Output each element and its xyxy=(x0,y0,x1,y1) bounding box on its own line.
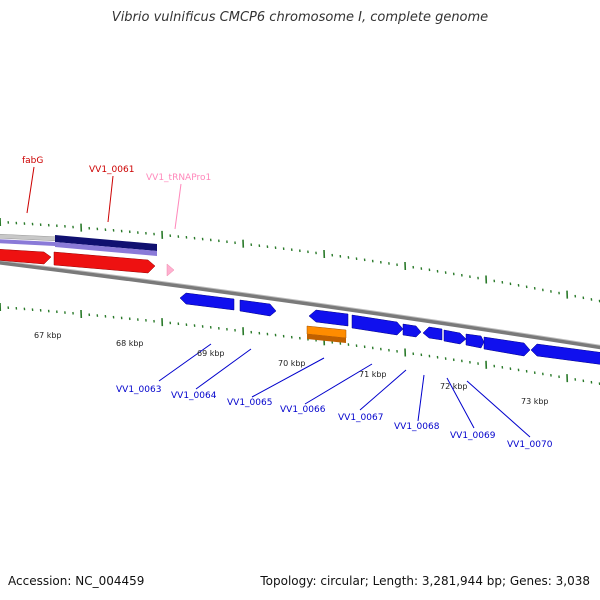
tick-row-upper xyxy=(0,217,600,303)
gene-label-VV1_0065[interactable]: VV1_0065 xyxy=(227,398,272,408)
kbp-label: 72 kbp xyxy=(440,382,468,391)
gene-label-fabG[interactable]: fabG xyxy=(22,156,43,166)
leader-VV1_0070 xyxy=(466,380,531,438)
track-navy xyxy=(55,235,157,251)
kbp-label: 69 kbp xyxy=(197,349,225,358)
tick-row-lower xyxy=(0,302,600,385)
gene-VV1_0067[interactable] xyxy=(402,323,422,338)
leader-VV1_0069 xyxy=(446,377,475,429)
kbp-label: 67 kbp xyxy=(34,331,62,340)
topology-label: Topology: circular; Length: 3,281,944 bp… xyxy=(260,574,590,588)
gene-VV1_0069a[interactable] xyxy=(443,329,467,345)
gene-VV1_0061[interactable] xyxy=(53,251,156,274)
gene-VV1_0066[interactable] xyxy=(351,314,404,336)
kbp-label: 70 kbp xyxy=(278,359,306,368)
gene-label-VV1_0069[interactable]: VV1_0069 xyxy=(450,431,496,441)
genome-backbone xyxy=(0,260,600,350)
kbp-label: 71 kbp xyxy=(359,370,387,379)
gene-fabG[interactable] xyxy=(0,249,52,265)
gene-VV1_0070a[interactable] xyxy=(483,336,531,357)
leader-VV1_0067 xyxy=(359,369,407,411)
gene-label-VV1_0064[interactable]: VV1_0064 xyxy=(171,391,217,401)
gene-label-VV1_tRNAPro1[interactable]: VV1_tRNAPro1 xyxy=(146,173,211,183)
track-lavender-left xyxy=(0,239,55,246)
leader-fabG xyxy=(26,166,35,214)
map-title: Vibrio vulnificus CMCP6 chromosome I, co… xyxy=(111,10,489,25)
gene-VV1_0068[interactable] xyxy=(422,326,443,341)
gene-VV1_0065[interactable] xyxy=(308,309,349,327)
leader-VV1_0063 xyxy=(158,343,212,382)
gene-VV1_0064[interactable] xyxy=(239,299,277,317)
leader-VV1_0066 xyxy=(304,363,373,405)
leader-VV1_0068 xyxy=(417,374,425,422)
kbp-label: 68 kbp xyxy=(116,339,144,348)
kbp-label: 73 kbp xyxy=(521,397,549,406)
gene-VV1_0063[interactable] xyxy=(179,292,235,311)
track-lavender-right xyxy=(55,242,157,256)
leader-VV1_0064 xyxy=(195,348,252,390)
gene-label-VV1_0068[interactable]: VV1_0068 xyxy=(394,422,440,432)
accession-label: Accession: NC_004459 xyxy=(8,574,145,588)
gene-label-VV1_0066[interactable]: VV1_0066 xyxy=(280,405,326,415)
gene-label-VV1_0063[interactable]: VV1_0063 xyxy=(116,385,161,395)
gene-label-VV1_0070[interactable]: VV1_0070 xyxy=(507,440,553,450)
leader-VV1_tRNAPro1 xyxy=(174,183,182,230)
trna-VV1_tRNAPro1[interactable] xyxy=(166,263,175,277)
gene-VV1_0069b[interactable] xyxy=(465,333,485,349)
leader-VV1_0065 xyxy=(251,357,325,398)
gene-VV1_0070b[interactable] xyxy=(530,343,600,365)
leader-VV1_0061 xyxy=(107,175,114,223)
gene-label-VV1_0067[interactable]: VV1_0067 xyxy=(338,413,383,423)
gene-label-VV1_0061[interactable]: VV1_0061 xyxy=(89,165,134,175)
